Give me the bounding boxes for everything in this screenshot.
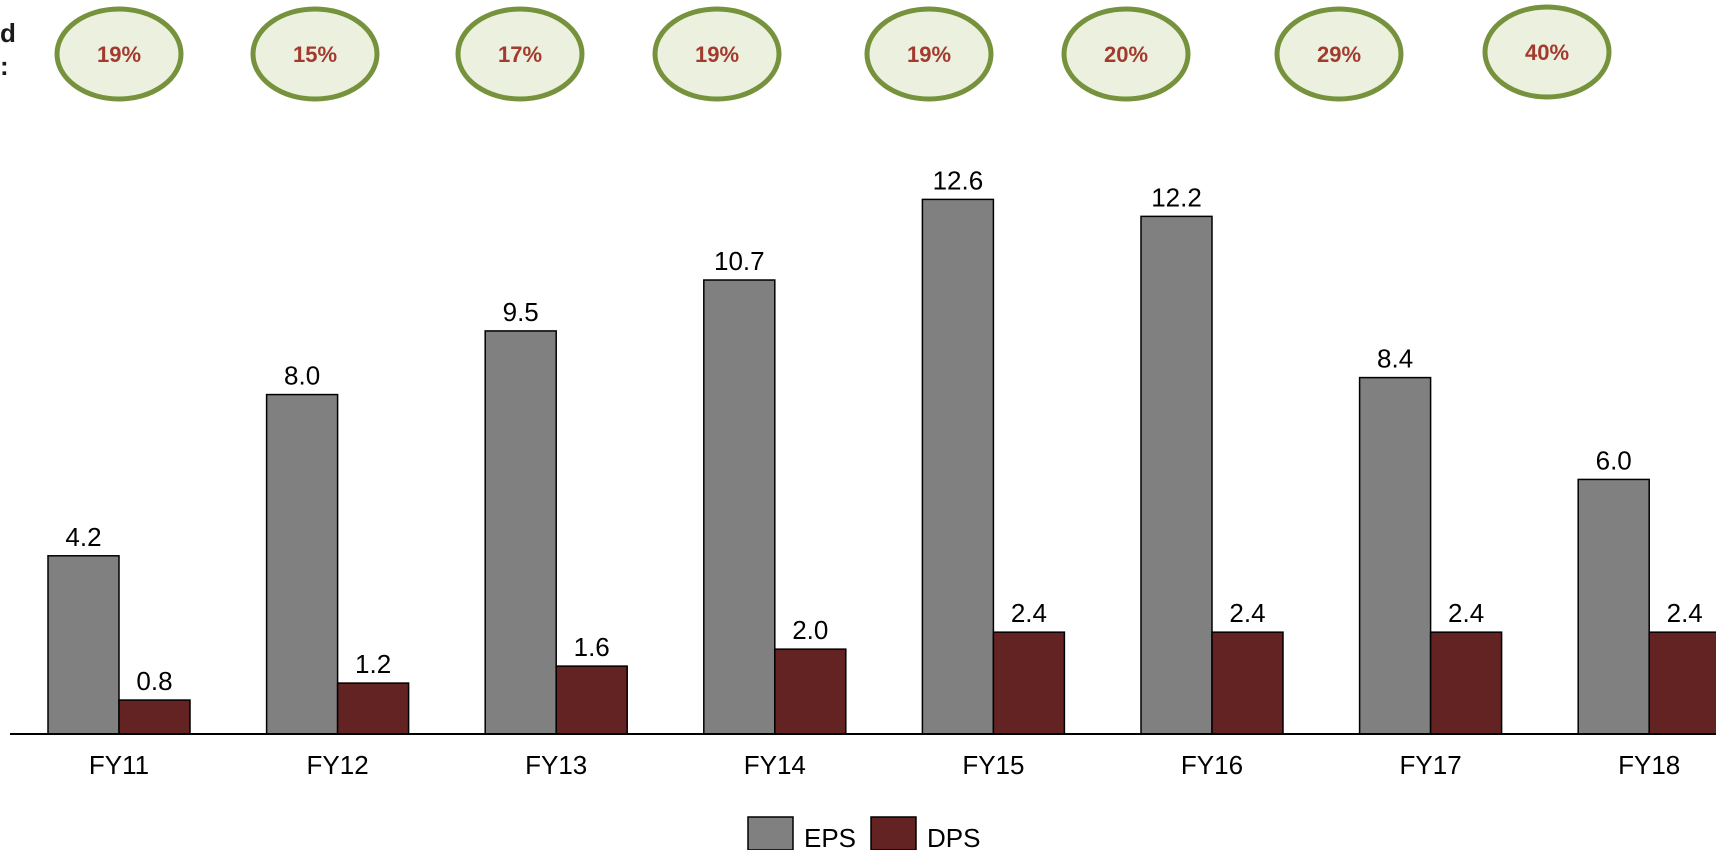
bar-eps-fy18 bbox=[1577, 478, 1650, 735]
payout-ratio-oval-2 bbox=[250, 6, 380, 102]
legend-swatch-dps bbox=[870, 816, 917, 850]
bar-eps-fy12 bbox=[265, 393, 339, 735]
x-tick-label-fy17: FY17 bbox=[1400, 750, 1462, 780]
x-axis-tick-labels: FY11 FY12 FY13 FY14 FY15 FY16 FY17 FY18 bbox=[89, 750, 1680, 780]
data-label-dps-fy11: 0.8 bbox=[136, 666, 172, 696]
data-labels: 4.2 0.8 8.0 1.2 9.5 1.6 10.7 2.0 12.6 2.4 12.2 2.4 8… bbox=[65, 165, 1702, 696]
bar-dps-fy16 bbox=[1211, 631, 1284, 735]
payout-ratio-oval-4 bbox=[652, 6, 782, 102]
legend-label-dps: DPS bbox=[927, 823, 980, 850]
payout-ratio-oval-8 bbox=[1482, 4, 1612, 100]
bar-dps-fy17 bbox=[1429, 631, 1503, 735]
data-label-dps-fy17: 2.4 bbox=[1448, 598, 1484, 628]
bar-eps-fy15 bbox=[921, 198, 995, 735]
payout-ratio-oval-3 bbox=[455, 6, 585, 102]
payout-ratio-label-8: 40% bbox=[1525, 40, 1569, 65]
bar-dps-fy18 bbox=[1648, 631, 1716, 735]
data-label-eps-fy14: 10.7 bbox=[714, 246, 765, 276]
data-label-dps-fy13: 1.6 bbox=[574, 632, 610, 662]
bar-eps-fy11 bbox=[47, 555, 120, 735]
bar-dps-fy11 bbox=[118, 699, 191, 735]
data-label-eps-fy11: 4.2 bbox=[65, 522, 101, 552]
payout-ratio-oval-6 bbox=[1061, 6, 1191, 102]
data-label-dps-fy18: 2.4 bbox=[1667, 598, 1703, 628]
x-tick-label-fy13: FY13 bbox=[525, 750, 587, 780]
x-tick-label-fy15: FY15 bbox=[962, 750, 1024, 780]
x-tick-label-fy16: FY16 bbox=[1181, 750, 1243, 780]
legend-swatch-eps bbox=[747, 816, 794, 850]
payout-ratio-oval-7 bbox=[1274, 6, 1404, 102]
bar-eps-fy17 bbox=[1358, 376, 1432, 735]
bar-eps-fy13 bbox=[484, 330, 557, 735]
data-label-dps-fy14: 2.0 bbox=[792, 615, 828, 645]
data-label-eps-fy17: 8.4 bbox=[1377, 344, 1413, 374]
data-label-eps-fy12: 8.0 bbox=[284, 361, 320, 391]
header-fragment: d : bbox=[0, 18, 16, 81]
bar-eps-fy14 bbox=[703, 279, 776, 735]
data-label-dps-fy12: 1.2 bbox=[355, 649, 391, 679]
data-label-eps-fy15: 12.6 bbox=[933, 165, 984, 195]
payout-ratio-label-4: 19% bbox=[695, 42, 739, 67]
x-tick-label-fy18: FY18 bbox=[1618, 750, 1680, 780]
data-label-dps-fy16: 2.4 bbox=[1229, 598, 1265, 628]
legend: EPS DPS bbox=[747, 816, 980, 850]
payout-ratio-label-2: 15% bbox=[293, 42, 337, 67]
payout-ratio-label-1: 19% bbox=[97, 42, 141, 67]
data-label-dps-fy15: 2.4 bbox=[1011, 598, 1047, 628]
payout-ratio-row: 19% 15% 17% 19% 19% 20% 29% 40% bbox=[54, 4, 1612, 102]
x-tick-label-fy14: FY14 bbox=[744, 750, 806, 780]
data-label-eps-fy16: 12.2 bbox=[1151, 182, 1202, 212]
payout-ratio-label-6: 20% bbox=[1104, 42, 1148, 67]
bars bbox=[47, 198, 1716, 735]
header-fragment-line2: : bbox=[0, 51, 9, 81]
bar-dps-fy13 bbox=[555, 665, 628, 735]
header-fragment-line1: d bbox=[0, 18, 16, 48]
data-label-eps-fy18: 6.0 bbox=[1596, 445, 1632, 475]
bar-dps-fy12 bbox=[336, 682, 410, 735]
payout-ratio-label-7: 29% bbox=[1317, 42, 1361, 67]
payout-ratio-oval-5 bbox=[864, 6, 994, 102]
legend-label-eps: EPS bbox=[804, 823, 856, 850]
bar-eps-fy16 bbox=[1140, 215, 1213, 735]
bar-dps-fy15 bbox=[992, 631, 1066, 735]
data-label-eps-fy13: 9.5 bbox=[503, 297, 539, 327]
bar-dps-fy14 bbox=[774, 648, 847, 735]
x-tick-label-fy11: FY11 bbox=[89, 750, 149, 780]
x-tick-label-fy12: FY12 bbox=[307, 750, 369, 780]
payout-ratio-label-5: 19% bbox=[907, 42, 951, 67]
payout-ratio-oval-1 bbox=[54, 6, 184, 102]
payout-ratio-label-3: 17% bbox=[498, 42, 542, 67]
